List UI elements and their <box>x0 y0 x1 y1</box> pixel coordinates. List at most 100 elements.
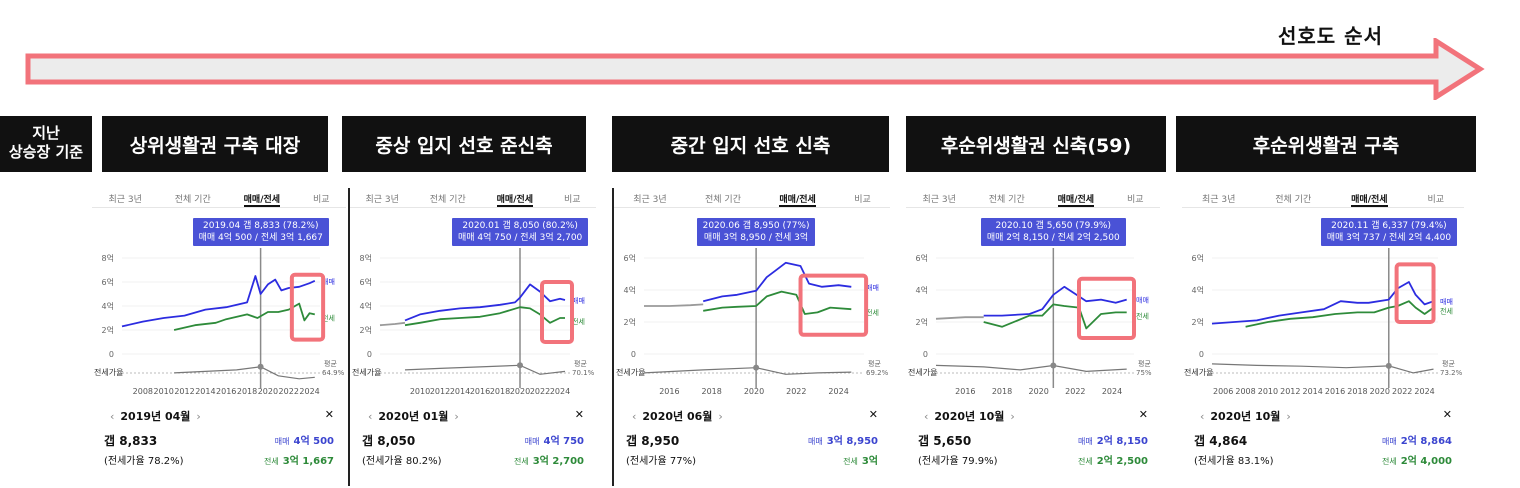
tab-all[interactable]: 전체 기간 <box>174 195 211 205</box>
jeonse-ratio: (전세가율 80.2%) <box>362 456 442 467</box>
close-icon[interactable]: ✕ <box>574 408 584 421</box>
panel-title: 중간 입지 선호 신축 <box>612 116 889 172</box>
x-tick-label: 2008 <box>1235 387 1255 396</box>
y-tick-label: 4억 <box>360 301 372 311</box>
jeonse-label: 전세 <box>1077 457 1093 466</box>
tab-recent-3y[interactable]: 최근 3년 <box>922 195 956 205</box>
tab-recent-3y[interactable]: 최근 3년 <box>365 195 399 205</box>
prev-date-button[interactable]: ‹ <box>110 410 115 423</box>
x-tick-label: 2018 <box>237 387 257 396</box>
close-icon[interactable]: ✕ <box>1138 408 1148 421</box>
tab-compare[interactable]: 비교 <box>854 195 871 205</box>
tab-sale-jeonse[interactable]: 매매/전세 <box>496 186 534 207</box>
tab-sale-jeonse[interactable]: 매매/전세 <box>1057 186 1095 207</box>
sale-price: 매매 3억 8,950 <box>807 436 878 447</box>
x-tick-label: 2018 <box>490 387 510 396</box>
tab-compare[interactable]: 비교 <box>563 195 581 205</box>
jeonse-price: 전세 2억 4,000 <box>1381 456 1452 467</box>
prev-date-button[interactable]: ‹ <box>632 410 637 423</box>
next-date-button[interactable]: › <box>196 410 201 423</box>
date-group: ‹ 2020년 01월 › <box>362 408 465 424</box>
preference-order-label: 선호도 순서 <box>1278 24 1383 48</box>
ratio-series-line <box>935 364 1127 373</box>
next-date-button[interactable]: › <box>1010 410 1015 423</box>
tab-compare[interactable]: 비교 <box>312 195 330 205</box>
tab-recent-3y[interactable]: 최근 3년 <box>1201 195 1236 205</box>
avg-label: 평균 <box>868 359 881 368</box>
tab-recent-3y[interactable]: 최근 3년 <box>108 195 142 205</box>
ratio-row: (전세가율 79.9%) 전세 2억 2,500 <box>918 452 1148 467</box>
avg-value: 73.2% <box>1440 369 1463 377</box>
x-tick-label: 2018 <box>702 387 722 396</box>
x-tick-label: 2022 <box>530 387 550 396</box>
sale-label: 매매 <box>274 437 290 446</box>
tab-sale-jeonse[interactable]: 매매/전세 <box>779 186 816 207</box>
chart-tooltip: 2020.11 갭 6,337 (79.4%) 매매 3억 737 / 전세 2억… <box>1320 218 1458 246</box>
sale-end-label: 매매 <box>866 284 879 292</box>
tab-compare[interactable]: 비교 <box>1126 195 1144 205</box>
x-tick-label: 2014 <box>1303 387 1323 396</box>
selected-date: 2019년 04월 <box>120 410 191 423</box>
x-tick-label: 2014 <box>195 387 215 396</box>
close-icon[interactable]: ✕ <box>324 408 334 421</box>
jeonse-price: 전세 3억 2,700 <box>513 456 584 467</box>
tab-recent-3y[interactable]: 최근 3년 <box>633 195 667 205</box>
next-date-button[interactable]: › <box>454 410 459 423</box>
history-series-line <box>644 303 704 307</box>
tab-all[interactable]: 전체 기간 <box>988 195 1025 205</box>
prev-date-button[interactable]: ‹ <box>368 410 373 423</box>
tooltip-line-2: 매매 3억 737 / 전세 2억 4,400 <box>1326 233 1452 243</box>
close-icon[interactable]: ✕ <box>1442 408 1452 421</box>
tab-all[interactable]: 전체 기간 <box>1275 195 1312 205</box>
prev-date-button[interactable]: ‹ <box>1200 410 1205 423</box>
jeonse-label: 전세 <box>843 457 858 466</box>
sale-series-line <box>1211 281 1434 325</box>
sale-label: 매매 <box>1077 437 1093 446</box>
x-tick-label: 2018 <box>992 387 1012 396</box>
x-tick-label: 2018 <box>1347 387 1367 396</box>
period-tabs: 최근 3년 전체 기간 매매/전세 비교 <box>614 186 890 208</box>
sale-label: 매매 <box>807 437 823 446</box>
date-group: ‹ 2019년 04월 › <box>104 408 207 424</box>
close-icon[interactable]: ✕ <box>868 408 878 421</box>
selected-date: 2020년 01월 <box>378 410 449 423</box>
selected-date: 2020년 10월 <box>934 410 1005 423</box>
tooltip-line-1: 2020.01 갭 8,050 (80.2%) <box>462 221 578 231</box>
tab-all[interactable]: 전체 기간 <box>705 195 741 205</box>
tooltip-line-2: 매매 2억 8,150 / 전세 2억 2,500 <box>986 233 1120 243</box>
sale-end-label: 매매 <box>572 297 585 305</box>
x-tick-label: 2022 <box>279 387 299 396</box>
x-tick-label: 2020 <box>258 387 278 396</box>
x-tick-label: 2010 <box>1258 387 1278 396</box>
tab-compare[interactable]: 비교 <box>1427 195 1445 205</box>
gap-row: 갭 5,650 매매 2억 8,150 <box>918 432 1148 449</box>
sale-label: 매매 <box>1381 437 1397 446</box>
y-tick-label: 6억 <box>916 253 928 263</box>
tab-sale-jeonse[interactable]: 매매/전세 <box>243 186 281 207</box>
jeonse-end-label: 전세 <box>866 308 879 317</box>
y-tick-label: 0 <box>109 350 114 359</box>
y-tick-label: 8억 <box>360 253 372 263</box>
chart-card-1: 최근 3년 전체 기간 매매/전세 비교 0 2억 4억 6억 8억 전세가율 평균 64.9% 매매 전… <box>92 186 346 486</box>
sale-price: 매매 2억 8,150 <box>1077 436 1148 447</box>
x-tick-label: 2010 <box>154 387 174 396</box>
x-tick-label: 2008 <box>133 387 153 396</box>
tab-sale-jeonse[interactable]: 매매/전세 <box>1351 186 1388 207</box>
panel-title: 상위생활권 구축 대장 <box>102 116 328 172</box>
next-date-button[interactable]: › <box>1286 410 1291 423</box>
ratio-row: (전세가율 80.2%) 전세 3억 2,700 <box>362 452 584 467</box>
cursor-dot <box>257 363 264 370</box>
y-tick-label: 0 <box>367 350 372 359</box>
ratio-row: (전세가율 83.1%) 전세 2억 4,000 <box>1194 452 1452 467</box>
gap-row: 갭 4,864 매매 2억 8,864 <box>1194 432 1452 449</box>
x-tick-label: 2020 <box>510 387 530 396</box>
selected-date: 2020년 10월 <box>1210 410 1281 423</box>
side-label: 지난 상승장 기준 <box>0 116 92 172</box>
highlight-box <box>289 272 326 342</box>
prev-date-button[interactable]: ‹ <box>924 410 929 423</box>
jeonse-series-line <box>983 303 1127 330</box>
y-tick-label: 2억 <box>102 325 114 335</box>
date-group: ‹ 2020년 06월 › <box>626 408 729 424</box>
next-date-button[interactable]: › <box>718 410 723 423</box>
tab-all[interactable]: 전체 기간 <box>429 195 466 205</box>
